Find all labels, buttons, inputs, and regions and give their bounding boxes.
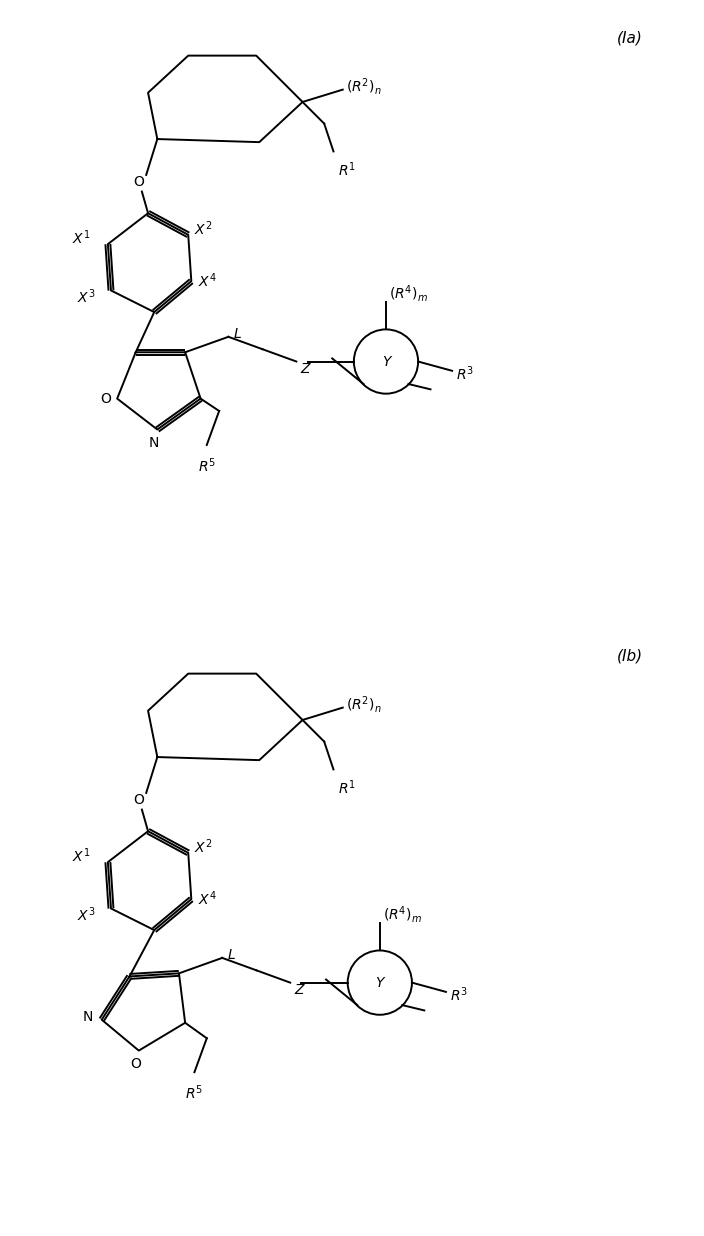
- Text: O: O: [133, 176, 144, 189]
- Text: Y: Y: [375, 975, 384, 990]
- Text: $X^1$: $X^1$: [73, 229, 91, 247]
- Text: (Ib): (Ib): [616, 649, 643, 664]
- Text: $X^3$: $X^3$: [77, 905, 96, 925]
- Text: Y: Y: [382, 355, 390, 368]
- Text: $(R^4)_m$: $(R^4)_m$: [383, 905, 422, 925]
- Text: $(R^2)_n$: $(R^2)_n$: [346, 695, 382, 714]
- Text: $X^4$: $X^4$: [198, 272, 216, 290]
- Text: O: O: [130, 1057, 141, 1072]
- Text: $R^1$: $R^1$: [339, 161, 356, 179]
- Text: $X^1$: $X^1$: [73, 847, 91, 865]
- Text: O: O: [101, 392, 111, 405]
- Text: $(R^4)_m$: $(R^4)_m$: [389, 283, 428, 304]
- Text: $X^2$: $X^2$: [194, 837, 213, 857]
- Text: $X^3$: $X^3$: [77, 287, 96, 307]
- Text: $R^3$: $R^3$: [455, 365, 474, 383]
- Text: O: O: [133, 794, 144, 807]
- Text: $(R^2)_n$: $(R^2)_n$: [346, 77, 382, 96]
- Text: (Ia): (Ia): [617, 31, 643, 46]
- Text: Z: Z: [294, 983, 303, 997]
- Text: L: L: [227, 948, 235, 962]
- Text: $X^4$: $X^4$: [198, 890, 216, 908]
- Text: $R^1$: $R^1$: [339, 779, 356, 797]
- Text: $R^5$: $R^5$: [198, 456, 215, 475]
- Text: N: N: [83, 1010, 94, 1023]
- Text: Z: Z: [300, 362, 310, 376]
- Text: N: N: [149, 436, 159, 450]
- Text: L: L: [233, 326, 241, 341]
- Text: $R^5$: $R^5$: [185, 1083, 203, 1103]
- Text: $R^3$: $R^3$: [450, 985, 467, 1005]
- Text: $X^2$: $X^2$: [194, 219, 213, 239]
